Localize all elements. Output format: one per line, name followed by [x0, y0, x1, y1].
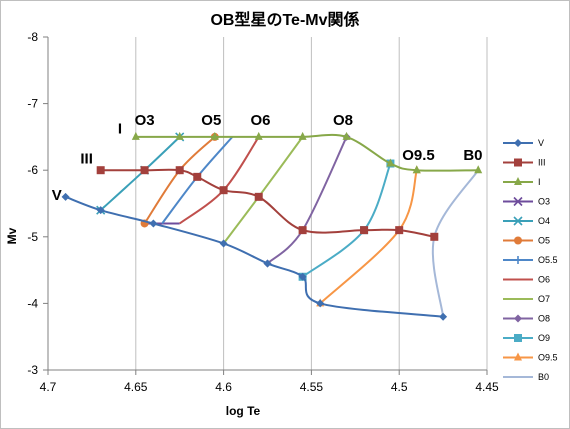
- data-point-v: [439, 312, 448, 321]
- data-point-v: [298, 272, 307, 281]
- data-point-i: [131, 131, 140, 140]
- legend-item-o5: O5: [503, 236, 550, 246]
- x-tick-label: 4.7: [40, 380, 57, 394]
- y-tick-label: -8: [27, 30, 38, 44]
- legend-label: O3: [538, 197, 550, 207]
- legend-marker: [514, 236, 522, 245]
- legend-item-o3: O3: [503, 197, 550, 207]
- annotation-label: B0: [463, 147, 482, 164]
- annotation-label: O6: [250, 112, 270, 129]
- data-point-iii: [254, 192, 263, 201]
- data-point-i: [254, 131, 263, 140]
- legend-label: O7: [538, 294, 550, 304]
- data-point-iii: [193, 172, 202, 181]
- legend-item-o7: O7: [503, 294, 550, 304]
- x-tick-label: 4.65: [124, 380, 148, 394]
- data-point-iii: [96, 166, 105, 175]
- annotation-label: I: [118, 121, 122, 138]
- data-point-i: [474, 165, 483, 174]
- data-point-iii: [140, 166, 149, 175]
- x-tick-label: 4.5: [391, 380, 408, 394]
- legend-marker: [513, 216, 523, 226]
- legend-item-o9-5: O9.5: [503, 352, 558, 363]
- y-tick-label: -5: [27, 230, 38, 244]
- annotation-label: O5: [201, 112, 221, 129]
- y-tick-label: -7: [27, 97, 38, 111]
- annotation-label: O9.5: [402, 147, 435, 164]
- data-point-i: [342, 131, 351, 140]
- y-tick-label: -3: [27, 363, 38, 377]
- legend-item-o8: O8: [503, 314, 550, 324]
- x-tick-label: 4.45: [475, 380, 499, 394]
- data-point-v: [96, 206, 105, 215]
- chart-title: OB型星のTe-Mv関係: [210, 10, 359, 29]
- annotation-label: O8: [333, 112, 353, 129]
- legend-marker: [514, 177, 522, 185]
- series-line-iii: [100, 168, 435, 238]
- data-point-iii: [430, 232, 439, 241]
- legend-marker: [514, 139, 522, 147]
- data-point-v: [316, 299, 325, 308]
- data-point-iii: [395, 226, 404, 235]
- legend-item-o6: O6: [503, 275, 550, 285]
- data-point-i: [298, 131, 307, 140]
- legend-item-b0: B0: [503, 372, 549, 382]
- legend-marker: [513, 196, 523, 207]
- series-layer: [61, 131, 483, 321]
- legend-label: O5.5: [538, 255, 558, 265]
- x-tick-label: 4.6: [215, 380, 232, 394]
- y-tick-label: -6: [27, 163, 38, 177]
- annotation-label: V: [52, 187, 62, 204]
- legend-item-o4: O4: [503, 216, 550, 226]
- legend-label: O4: [538, 216, 550, 226]
- legend-label: I: [538, 177, 541, 187]
- data-point-v: [263, 259, 272, 268]
- x-axis-label: log Te: [226, 404, 261, 418]
- legend-label: III: [538, 158, 546, 168]
- legend-marker: [514, 314, 522, 323]
- legend-item-i: I: [503, 177, 541, 187]
- y-axis-label: Mv: [5, 227, 19, 244]
- legend-label: B0: [538, 372, 549, 382]
- data-point-i: [386, 158, 395, 167]
- data-point-v: [219, 239, 228, 248]
- legend-label: O5: [538, 236, 550, 246]
- legend-item-o5-5: O5.5: [503, 255, 558, 265]
- legend-item-v: V: [503, 138, 544, 148]
- annotation-label: O3: [135, 112, 155, 129]
- y-tick-label: -4: [27, 296, 38, 310]
- data-point-v: [149, 219, 158, 228]
- series-v: [61, 192, 448, 321]
- series-i: [131, 131, 483, 174]
- legend-marker: [514, 256, 522, 264]
- legend-marker: [514, 334, 522, 342]
- legend-marker: [514, 352, 522, 361]
- legend-label: O9.5: [538, 353, 558, 363]
- legend-label: V: [538, 138, 544, 148]
- series-iii: [96, 166, 439, 241]
- legend-label: O8: [538, 314, 550, 324]
- data-point-i: [210, 131, 219, 140]
- annotation-label: III: [80, 151, 93, 168]
- legend-item-iii: III: [503, 158, 546, 168]
- series-line-v: [65, 195, 444, 318]
- data-point-i: [412, 165, 421, 174]
- legend-label: O9: [538, 333, 550, 343]
- legend-label: O6: [538, 275, 550, 285]
- data-point-iii: [219, 186, 228, 195]
- x-tick-label: 4.55: [300, 380, 324, 394]
- data-point-iii: [298, 226, 307, 235]
- data-point-i: [175, 131, 184, 140]
- legend-marker: [514, 158, 522, 167]
- data-point-v: [61, 192, 70, 201]
- data-point-iii: [175, 166, 184, 175]
- axes: 4.7 4.65 4.6 4.55 4.5 4.45 -8 -7 -6 -5 -4 -3: [27, 30, 499, 394]
- legend-item-o9: O9: [503, 333, 550, 343]
- data-point-iii: [360, 226, 369, 235]
